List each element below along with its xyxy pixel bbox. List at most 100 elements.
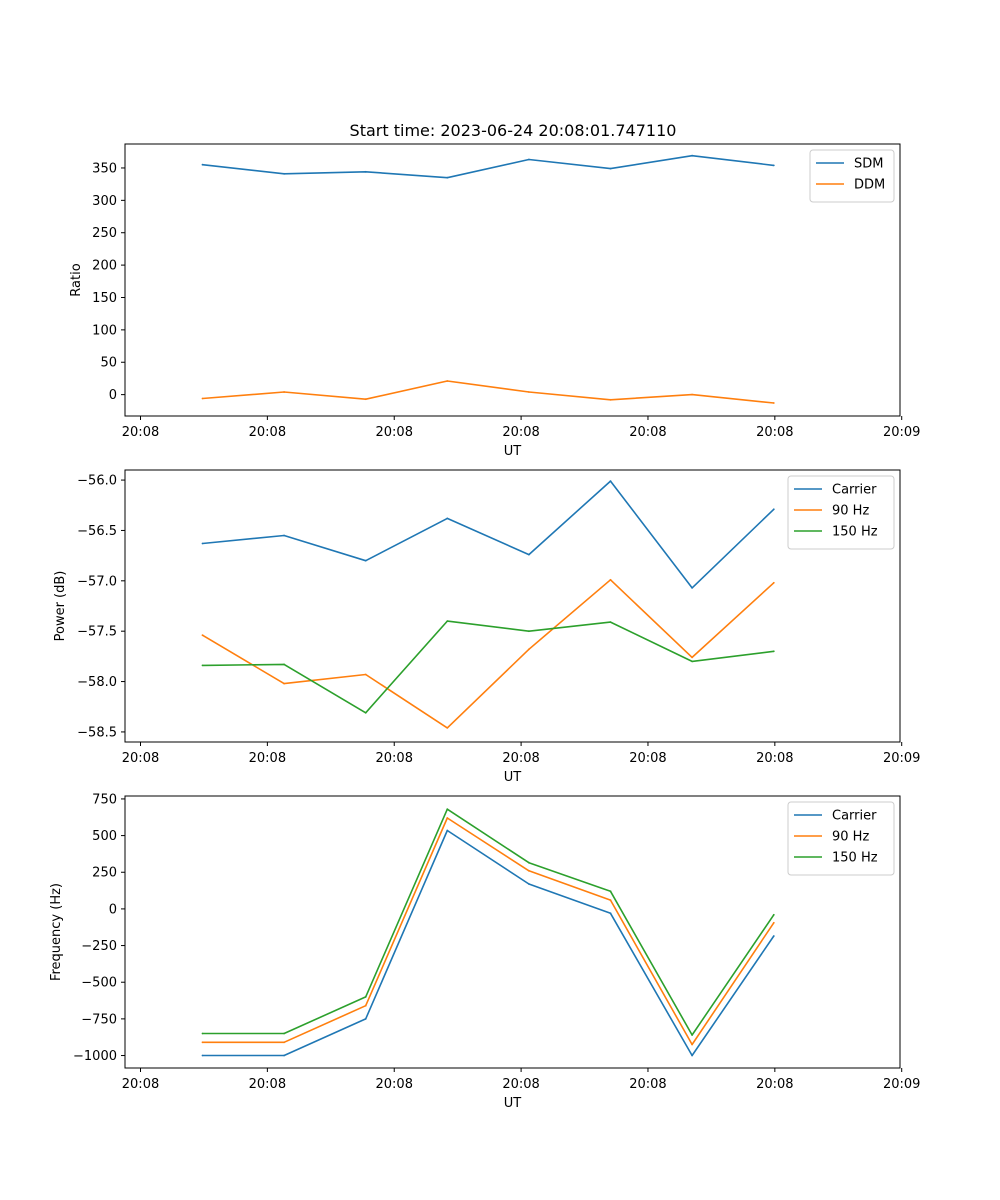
data-point (772, 913, 775, 916)
data-point (446, 176, 449, 179)
power-panel: 20:08 20:08 20:08 20:08 20:08 20:08 20:09 −58.5… (53, 469, 920, 785)
x-axis-label: UT (504, 444, 522, 459)
series-line-sdm (202, 154, 774, 179)
y-tick-label: 100 (92, 323, 117, 338)
data-point (609, 621, 612, 623)
data-point (772, 921, 775, 924)
y-tick-label: −57.5 (77, 625, 117, 640)
data-point (364, 1018, 367, 1020)
legend-label: 150 Hz (832, 851, 878, 866)
y-tick-label: −58.5 (77, 725, 117, 740)
data-point (283, 1041, 285, 1044)
y-tick-label: −1000 (73, 1049, 117, 1064)
y-tick-label: 350 (92, 161, 117, 176)
y-tick-label: 250 (92, 866, 117, 881)
data-point (528, 158, 530, 161)
x-tick-label: 20:08 (756, 751, 793, 766)
data-point (609, 167, 612, 170)
series-line-ddm (202, 380, 774, 404)
y-tick-label: 0 (109, 388, 117, 403)
data-point (364, 996, 367, 998)
frequency-panel: 20:08 20:08 20:08 20:08 20:08 20:08 20:09 −1000… (49, 792, 920, 1111)
x-tick-label: 20:08 (249, 751, 286, 766)
data-point (446, 620, 449, 622)
data-point (772, 164, 775, 167)
data-point (772, 935, 775, 937)
data-point (691, 660, 693, 663)
y-tick-label: −56.5 (77, 524, 117, 539)
data-point (364, 711, 367, 714)
y-tick-label: −56.0 (77, 474, 117, 489)
legend-label: SDM (854, 157, 883, 172)
y-tick-label: −750 (81, 1012, 117, 1027)
x-tick-label: 20:08 (502, 425, 539, 440)
data-point (528, 861, 530, 864)
data-point (364, 673, 367, 676)
data-point (446, 817, 449, 819)
data-point (609, 912, 612, 915)
legend-label: DDM (854, 178, 885, 193)
legend-label: Carrier (832, 809, 877, 824)
x-tick-label: 20:08 (756, 1077, 793, 1092)
data-point (609, 890, 612, 893)
y-axis-label: Frequency (Hz) (49, 883, 64, 981)
legend-label: 150 Hz (832, 525, 878, 540)
data-point (691, 656, 693, 659)
x-tick-label: 20:08 (122, 751, 159, 766)
data-point (201, 397, 204, 400)
x-tick-label: 20:08 (502, 751, 539, 766)
x-tick-label: 20:09 (883, 1077, 920, 1092)
data-point (691, 154, 693, 157)
data-point (201, 1032, 204, 1035)
data-point (528, 648, 530, 651)
ratio-panel: 20:08 20:08 20:08 20:08 20:08 20:08 20:09 0 50 10… (69, 143, 920, 459)
series-line-carrier (202, 480, 775, 589)
data-point (528, 630, 530, 633)
y-tick-label: 50 (100, 356, 117, 371)
x-tick-label: 20:08 (756, 425, 793, 440)
series-line-90-hz (202, 817, 775, 1046)
data-point (201, 542, 204, 545)
x-tick-label: 20:08 (502, 1077, 539, 1092)
data-point (691, 587, 693, 589)
data-point (364, 170, 367, 173)
y-tick-label: −250 (81, 939, 117, 954)
data-point (772, 402, 775, 404)
series-line-150-hz (202, 620, 774, 714)
series-line-carrier (202, 829, 775, 1057)
legend-label: 90 Hz (832, 504, 869, 519)
series-line-90-hz (202, 578, 775, 729)
x-tick-label: 20:08 (629, 425, 666, 440)
x-tick-label: 20:09 (883, 425, 920, 440)
data-point (691, 1043, 693, 1046)
plot-frame (124, 143, 901, 417)
y-tick-label: 300 (92, 194, 117, 209)
data-point (283, 534, 285, 537)
data-point (283, 172, 285, 175)
data-point (609, 480, 612, 482)
y-tick-label: −57.0 (77, 574, 117, 589)
x-tick-label: 20:09 (883, 751, 920, 766)
data-point (283, 682, 285, 685)
plot-frame (124, 469, 901, 743)
x-axis-label: UT (504, 1096, 522, 1111)
data-point (201, 664, 204, 667)
y-tick-label: −500 (81, 976, 117, 991)
data-point (201, 634, 204, 637)
x-axis-label: UT (504, 770, 522, 785)
data-point (446, 380, 449, 382)
x-tick-label: 20:08 (122, 425, 159, 440)
y-tick-label: 150 (92, 291, 117, 306)
data-point (446, 829, 449, 832)
x-tick-label: 20:08 (249, 1077, 286, 1092)
data-point (528, 391, 530, 393)
data-point (283, 663, 285, 666)
x-tick-label: 20:08 (629, 751, 666, 766)
y-tick-label: 200 (92, 259, 117, 274)
legend-label: Carrier (832, 483, 877, 498)
data-point (772, 581, 775, 584)
data-point (364, 398, 367, 401)
y-axis-label: Power (dB) (53, 571, 68, 642)
y-tick-label: 500 (92, 829, 117, 844)
